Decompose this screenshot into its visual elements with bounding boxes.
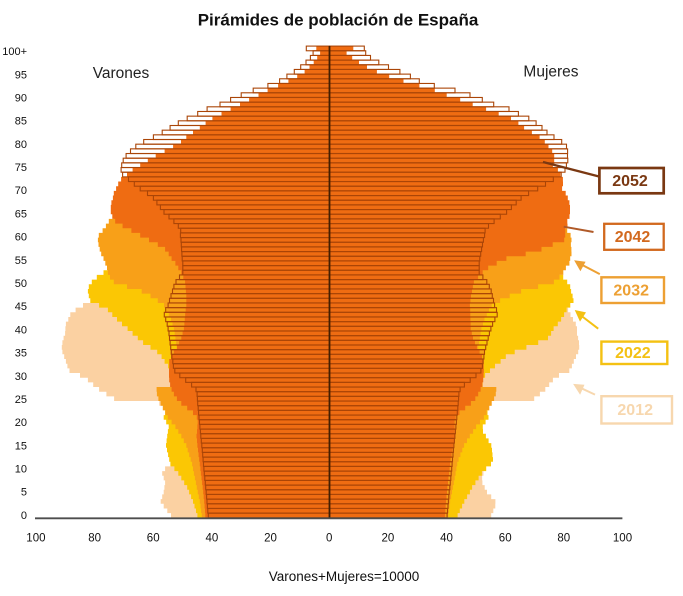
svg-text:40: 40 <box>15 324 27 336</box>
svg-text:85: 85 <box>15 116 27 128</box>
svg-text:50: 50 <box>15 278 27 290</box>
svg-text:95: 95 <box>15 69 27 81</box>
svg-text:30: 30 <box>15 371 27 383</box>
svg-text:0: 0 <box>326 532 332 544</box>
svg-text:Pirámides de población de Espa: Pirámides de población de España <box>198 11 479 30</box>
svg-text:80: 80 <box>557 532 570 544</box>
svg-text:20: 20 <box>264 532 277 544</box>
svg-text:0: 0 <box>21 510 27 522</box>
svg-text:80: 80 <box>15 139 27 151</box>
svg-text:100: 100 <box>613 532 632 544</box>
svg-text:Varones+Mujeres=10000: Varones+Mujeres=10000 <box>269 569 420 584</box>
svg-text:20: 20 <box>15 417 27 429</box>
svg-text:60: 60 <box>499 532 512 544</box>
svg-text:Mujeres: Mujeres <box>523 64 578 81</box>
svg-text:75: 75 <box>15 162 27 174</box>
svg-text:15: 15 <box>15 440 27 452</box>
svg-text:40: 40 <box>206 532 219 544</box>
svg-text:2012: 2012 <box>617 402 653 419</box>
svg-text:55: 55 <box>15 255 27 267</box>
svg-text:25: 25 <box>15 394 27 406</box>
svg-text:100: 100 <box>26 532 45 544</box>
svg-text:2052: 2052 <box>612 173 648 190</box>
svg-text:Varones: Varones <box>93 65 150 82</box>
svg-text:2022: 2022 <box>615 345 651 362</box>
svg-text:35: 35 <box>15 348 27 360</box>
svg-text:45: 45 <box>15 301 27 313</box>
svg-text:90: 90 <box>15 93 27 105</box>
svg-text:65: 65 <box>15 208 27 220</box>
svg-text:5: 5 <box>21 487 27 499</box>
svg-text:60: 60 <box>15 232 27 244</box>
svg-text:70: 70 <box>15 185 27 197</box>
svg-text:80: 80 <box>88 532 101 544</box>
svg-text:100+: 100+ <box>2 46 27 58</box>
svg-text:2032: 2032 <box>613 283 649 300</box>
svg-text:40: 40 <box>440 532 453 544</box>
svg-text:2042: 2042 <box>615 229 651 246</box>
svg-text:10: 10 <box>15 464 27 476</box>
svg-text:20: 20 <box>382 532 395 544</box>
svg-text:60: 60 <box>147 532 160 544</box>
